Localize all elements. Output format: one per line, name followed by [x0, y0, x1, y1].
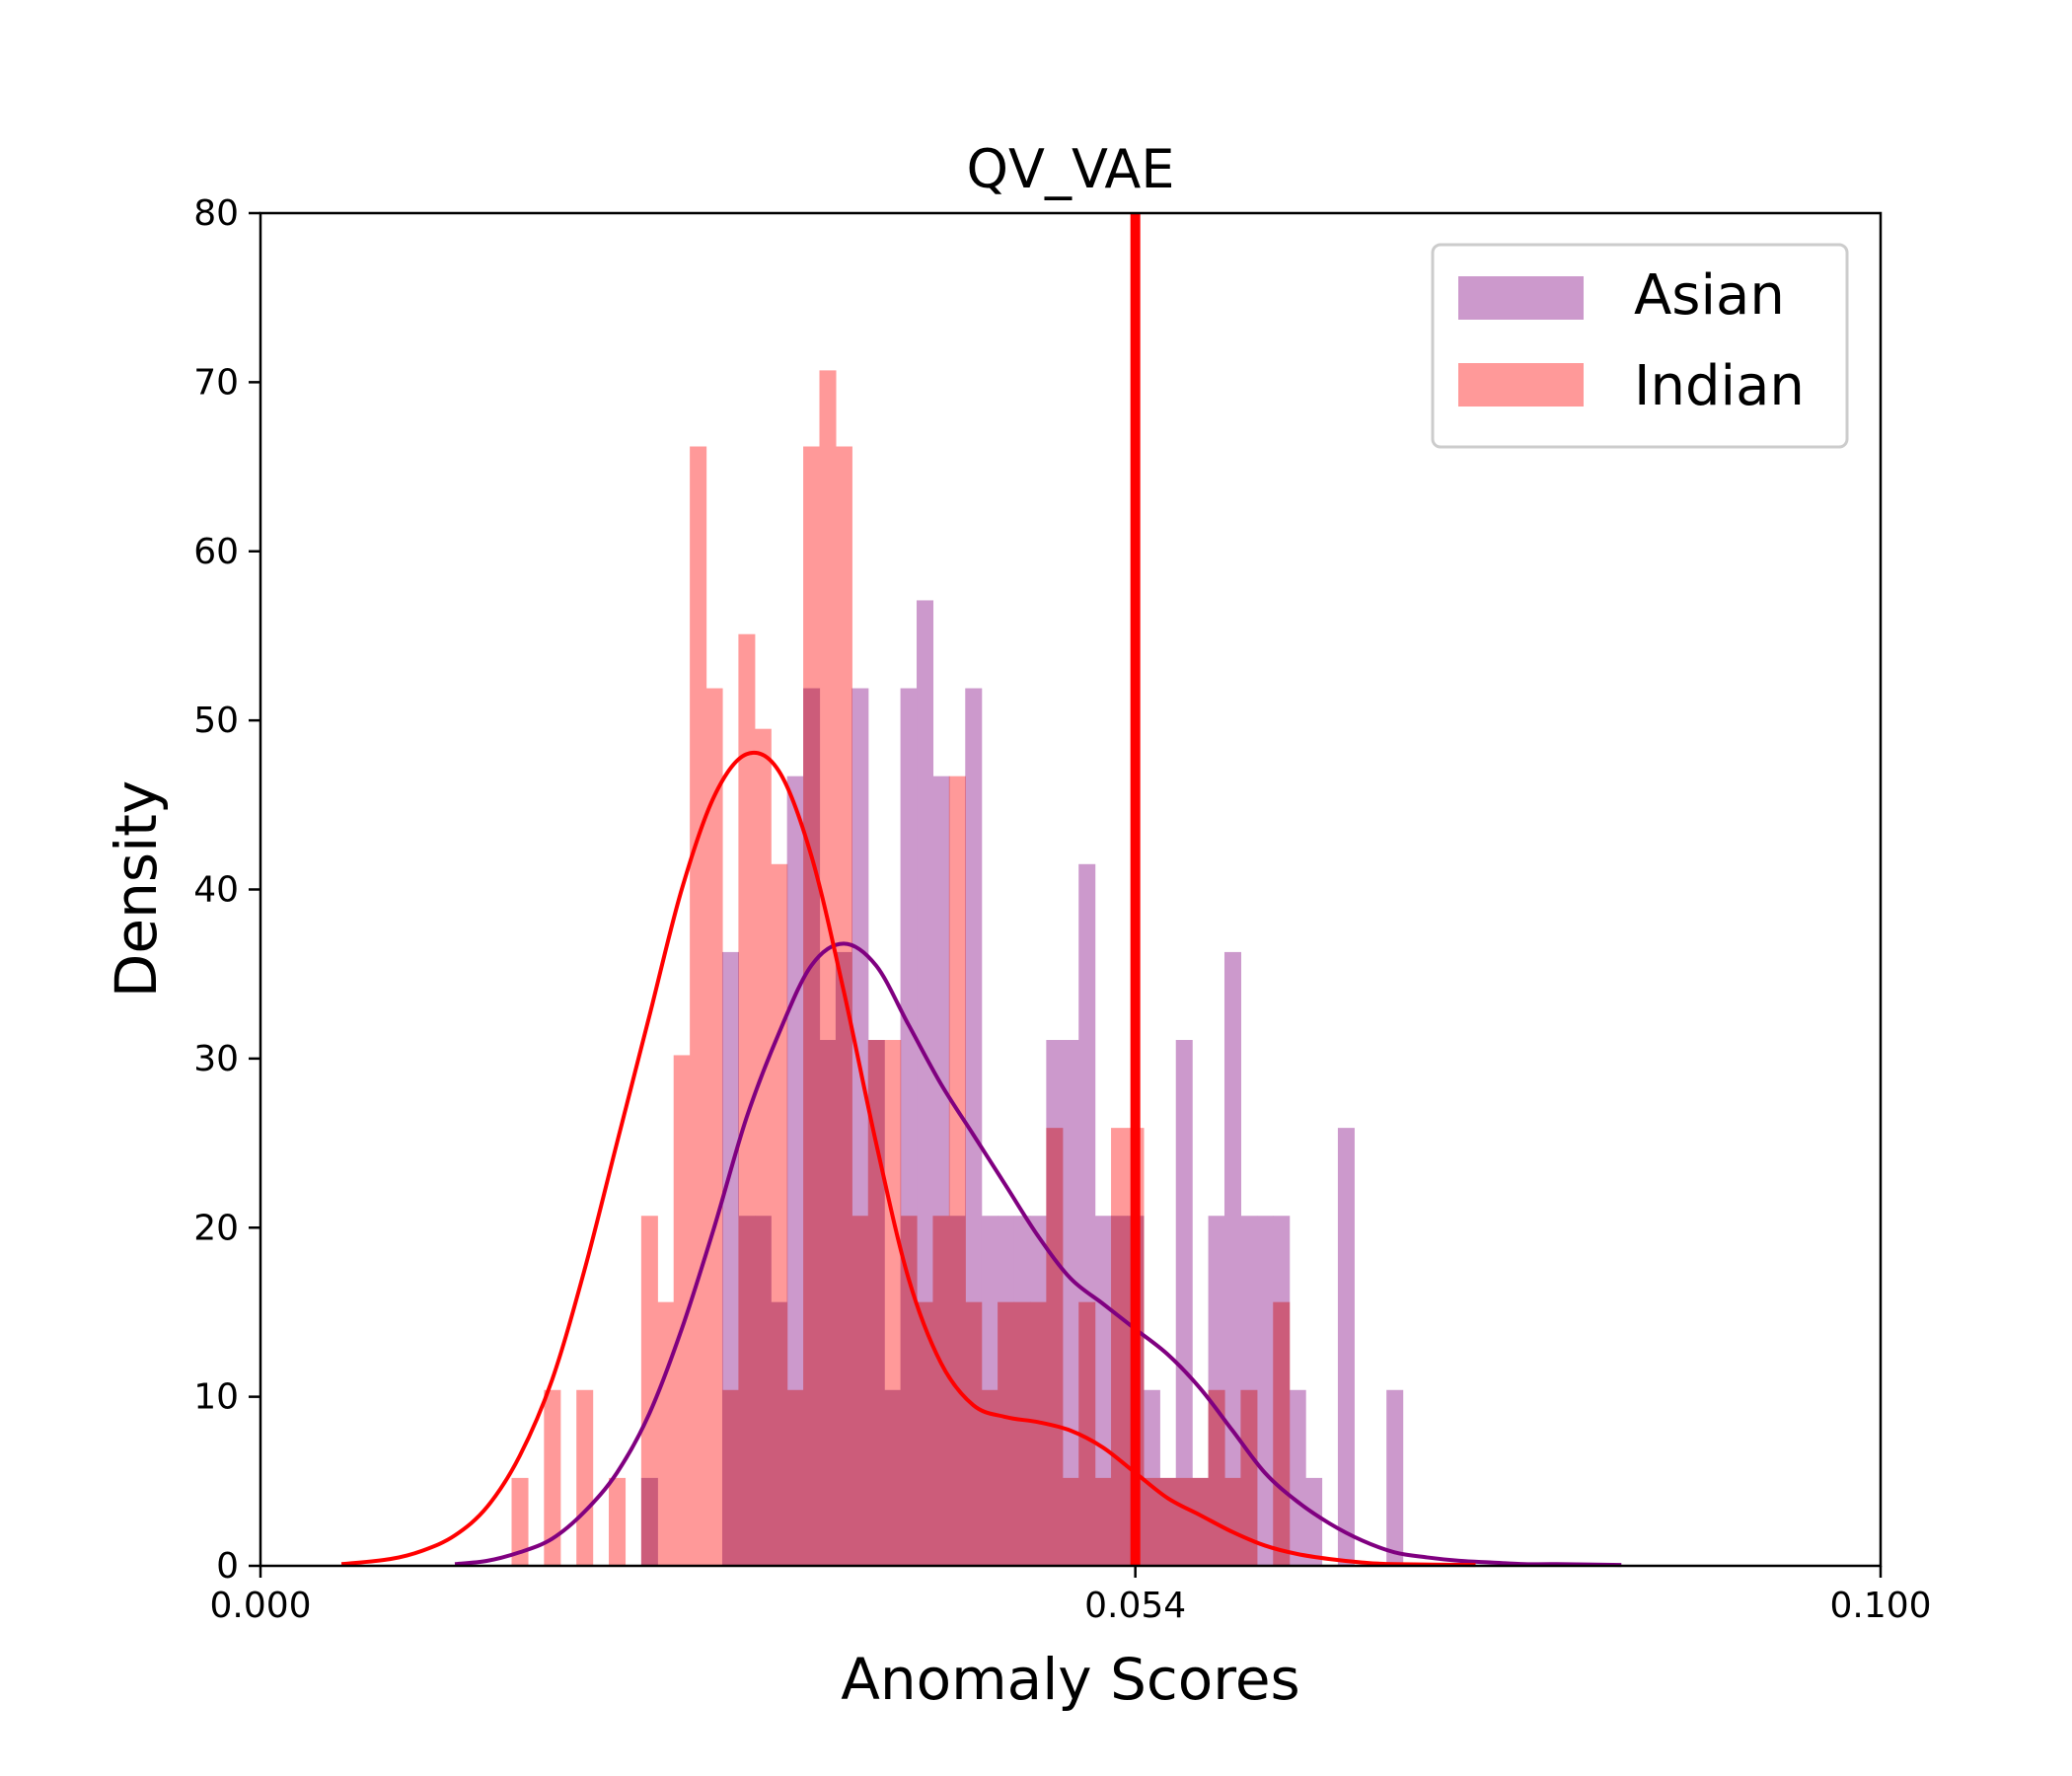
asian-bar — [1256, 1216, 1274, 1566]
indian-bar — [771, 863, 788, 1566]
x-axis: 0.000 0.054 0.100 — [209, 1566, 1932, 1626]
indian-bar — [1240, 1389, 1258, 1566]
indian-bar — [900, 1216, 918, 1566]
legend-label-asian: Asian — [1634, 263, 1785, 328]
asian-bar — [1289, 1389, 1306, 1566]
indian-bar — [1062, 1477, 1079, 1566]
chart-title: QV_VAE — [967, 138, 1175, 200]
y-axis: 0 10 20 30 40 50 60 70 80 — [193, 193, 260, 1587]
indian-bar — [932, 1216, 950, 1566]
indian-bar — [819, 370, 837, 1566]
asian-bar — [1386, 1389, 1404, 1566]
x-axis-label: Anomaly Scores — [841, 1646, 1300, 1713]
indian-bar — [1013, 1301, 1031, 1566]
asian-bar — [1337, 1128, 1355, 1566]
y-tick-label: 50 — [193, 701, 239, 741]
indian-bar — [657, 1301, 675, 1566]
y-tick-label: 80 — [193, 193, 239, 234]
indian-bar — [917, 1301, 934, 1566]
y-tick-label: 20 — [193, 1208, 239, 1248]
legend: Asian Indian — [1431, 243, 1849, 449]
y-tick-label: 30 — [193, 1039, 239, 1079]
indian-bar — [1094, 1477, 1112, 1566]
indian-bar — [1159, 1477, 1177, 1566]
y-axis-label: Density — [103, 780, 170, 999]
y-tick-label: 40 — [193, 870, 239, 911]
indian-bar — [835, 446, 852, 1566]
asian-kde-line — [454, 941, 1622, 1568]
y-tick-label: 10 — [193, 1377, 239, 1418]
legend-label-indian: Indian — [1634, 354, 1805, 418]
indian-bar — [609, 1477, 627, 1566]
asian-bar — [1305, 1477, 1323, 1566]
indian-bar — [786, 1389, 804, 1566]
indian-bar — [576, 1389, 594, 1566]
indian-kde-line — [340, 750, 1476, 1568]
x-tick-label: 0.000 — [209, 1586, 311, 1626]
legend-swatch-indian — [1458, 363, 1584, 407]
x-tick-label: 0.100 — [1829, 1586, 1931, 1626]
y-tick-label: 70 — [193, 362, 239, 403]
indian-bar — [1223, 1477, 1242, 1566]
indian-bar — [721, 1389, 739, 1566]
indian-bar — [1273, 1301, 1291, 1566]
legend-swatch-asian — [1458, 276, 1584, 320]
asian-bar — [1175, 1040, 1193, 1566]
indian-bar — [1111, 1128, 1129, 1566]
indian-bar — [705, 688, 723, 1566]
indian-bar — [998, 1301, 1015, 1566]
indian-bar — [1192, 1477, 1210, 1566]
indian-bar — [803, 446, 821, 1566]
x-tick-label: 0.054 — [1084, 1586, 1186, 1626]
y-tick-label: 60 — [193, 532, 239, 572]
indian-bar — [1029, 1301, 1047, 1566]
indian-bar — [738, 633, 756, 1566]
indian-bar — [640, 1216, 658, 1566]
indian-bar — [1078, 1301, 1096, 1566]
indian-bars — [511, 370, 1291, 1566]
indian-bar — [965, 1301, 983, 1566]
indian-bar — [948, 776, 966, 1566]
indian-bar — [511, 1477, 529, 1566]
indian-bar — [690, 446, 707, 1566]
indian-bar — [1046, 1128, 1064, 1566]
indian-bar — [1175, 1477, 1193, 1566]
asian-bar — [786, 776, 804, 1566]
indian-bar — [981, 1389, 999, 1566]
y-tick-label: 0 — [216, 1546, 239, 1587]
indian-bar — [754, 728, 772, 1566]
indian-bar — [851, 1216, 869, 1566]
indian-bar — [884, 1040, 902, 1566]
indian-bar — [544, 1389, 561, 1566]
asian-bar — [1223, 951, 1242, 1566]
indian-bar — [673, 1055, 691, 1566]
indian-bar — [1143, 1477, 1160, 1566]
